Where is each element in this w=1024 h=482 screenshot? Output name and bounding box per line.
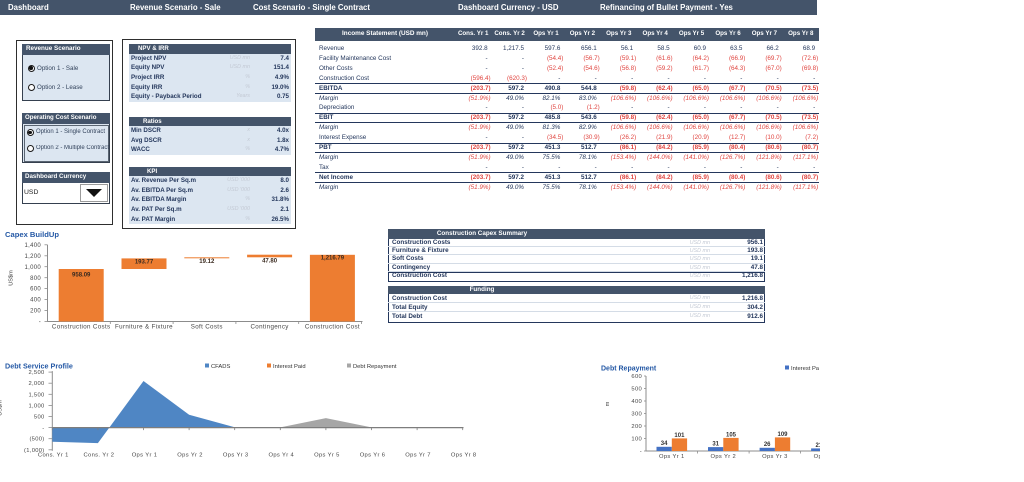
svg-text:26: 26 — [764, 442, 771, 448]
svg-text:m: m — [605, 401, 611, 406]
svg-text:500: 500 — [631, 387, 642, 393]
svg-text:105: 105 — [726, 432, 737, 438]
svg-text:US$m: US$m — [0, 400, 4, 416]
svg-text:Ops Yr 5: Ops Yr 5 — [314, 453, 340, 459]
svg-text:Capex BuildUp: Capex BuildUp — [5, 230, 59, 239]
svg-text:31: 31 — [712, 442, 719, 448]
svg-text:Debt Service Profile: Debt Service Profile — [5, 362, 73, 371]
svg-text:19.12: 19.12 — [199, 259, 215, 265]
svg-text:Ops Yr 6: Ops Yr 6 — [360, 453, 386, 459]
svg-text:1,200: 1,200 — [24, 254, 41, 260]
svg-text:193.77: 193.77 — [135, 260, 154, 266]
svg-text:400: 400 — [631, 399, 642, 405]
svg-text:Cons. Yr 2: Cons. Yr 2 — [84, 453, 115, 459]
svg-text:CFADS: CFADS — [211, 364, 230, 370]
svg-text:Ops Yr 1: Ops Yr 1 — [132, 453, 158, 459]
svg-text:US$m: US$m — [9, 270, 15, 286]
svg-text:-: - — [42, 426, 44, 432]
svg-text:Cons. Yr 1: Cons. Yr 1 — [38, 453, 69, 459]
svg-text:Interest Paid: Interest Paid — [273, 364, 306, 370]
svg-text:109: 109 — [777, 432, 788, 438]
svg-text:Debt Repayment: Debt Repayment — [601, 366, 657, 373]
svg-text:34: 34 — [661, 441, 668, 447]
svg-text:400: 400 — [30, 298, 41, 304]
svg-text:Ops Yr 3: Ops Yr 3 — [223, 453, 249, 459]
svg-text:Ops Yr 7: Ops Yr 7 — [405, 453, 431, 459]
svg-text:2,000: 2,000 — [28, 381, 44, 387]
svg-text:Soft Costs: Soft Costs — [191, 324, 223, 331]
svg-text:-: - — [39, 320, 41, 326]
svg-text:Ops Yr 4: Ops Yr 4 — [269, 453, 295, 459]
svg-text:1,500: 1,500 — [28, 392, 44, 398]
svg-text:Interest Pa: Interest Pa — [791, 366, 820, 372]
svg-text:Debt Repayment: Debt Repayment — [353, 364, 397, 370]
svg-text:500: 500 — [34, 415, 45, 421]
svg-text:(500): (500) — [29, 437, 44, 443]
svg-text:Ops Yr 1: Ops Yr 1 — [659, 454, 685, 460]
svg-text:Construction Costs: Construction Costs — [52, 324, 111, 331]
svg-text:100: 100 — [631, 437, 642, 443]
svg-text:(1,000): (1,000) — [24, 448, 44, 454]
svg-text:1,000: 1,000 — [28, 403, 44, 409]
svg-text:Ops Yr 4: Ops Yr 4 — [814, 454, 820, 460]
svg-text:600: 600 — [30, 287, 41, 293]
svg-text:600: 600 — [631, 374, 642, 380]
svg-text:300: 300 — [631, 412, 642, 418]
svg-text:-: - — [640, 449, 642, 455]
svg-text:800: 800 — [30, 276, 41, 282]
svg-text:2,500: 2,500 — [28, 370, 44, 376]
svg-text:200: 200 — [30, 309, 41, 315]
svg-text:958.09: 958.09 — [72, 273, 91, 279]
svg-text:1,000: 1,000 — [24, 265, 41, 271]
svg-text:Furniture & Fixture: Furniture & Fixture — [115, 324, 173, 331]
svg-text:1,216.79: 1,216.79 — [321, 256, 345, 262]
svg-text:47.80: 47.80 — [262, 259, 278, 265]
svg-text:Construction Cost: Construction Cost — [305, 324, 360, 331]
svg-text:200: 200 — [631, 424, 642, 430]
svg-text:Ops Yr 2: Ops Yr 2 — [711, 454, 737, 460]
svg-text:Ops Yr 2: Ops Yr 2 — [177, 453, 203, 459]
svg-text:1,400: 1,400 — [24, 243, 41, 249]
svg-text:21: 21 — [815, 443, 820, 449]
svg-text:Ops Yr 3: Ops Yr 3 — [762, 454, 788, 460]
svg-text:Ops Yr 8: Ops Yr 8 — [451, 453, 477, 459]
svg-text:Contingency: Contingency — [250, 324, 289, 331]
svg-text:101: 101 — [674, 433, 685, 439]
